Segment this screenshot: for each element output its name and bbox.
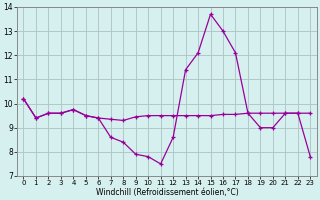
X-axis label: Windchill (Refroidissement éolien,°C): Windchill (Refroidissement éolien,°C) (96, 188, 238, 197)
